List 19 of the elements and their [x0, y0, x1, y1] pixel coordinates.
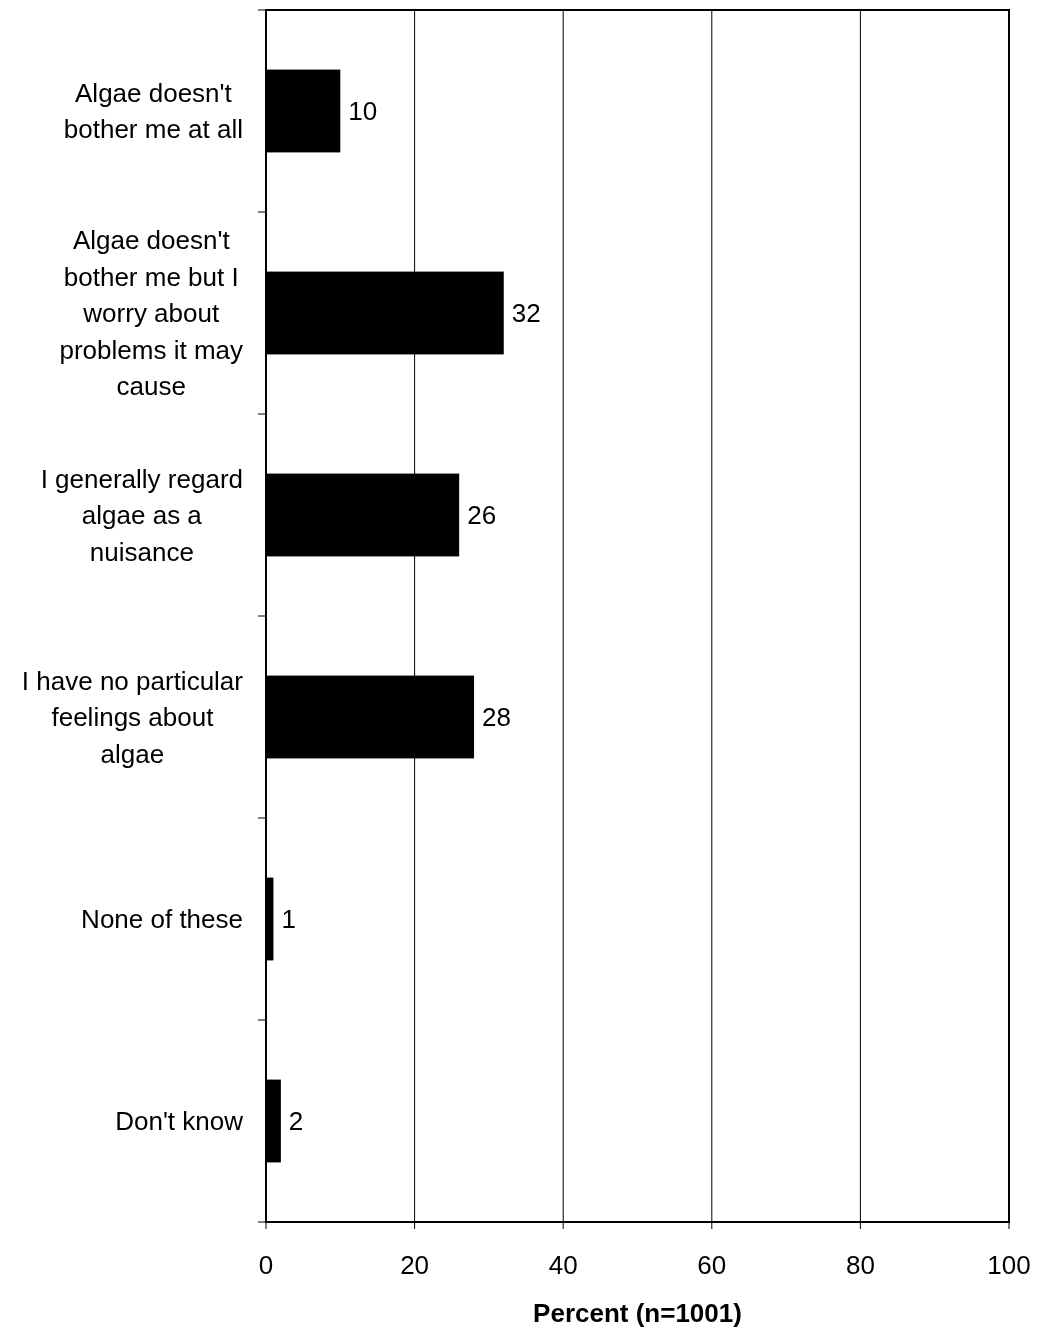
data-label: 1 [281, 904, 296, 935]
x-tick-label: 60 [697, 1250, 727, 1280]
data-label: 28 [482, 702, 511, 733]
data-label: 26 [467, 500, 497, 531]
y-tick-label: Don't know [115, 1106, 244, 1137]
x-tick-label: 0 [258, 1250, 274, 1280]
data-label: 32 [511, 298, 541, 329]
y-tick-label: Algae doesn't bother me at all [63, 77, 244, 145]
y-tick-label: None of these [81, 904, 243, 935]
x-tick-label: 20 [400, 1250, 430, 1280]
data-label: 10 [348, 96, 378, 127]
x-tick-label: 40 [548, 1250, 578, 1280]
y-tick-label: Algae doesn't bother me but I worry about problems it may cause [59, 225, 243, 402]
data-label: 2 [288, 1106, 304, 1137]
y-tick-label: I have no particular feelings about algae [21, 665, 244, 769]
x-tick-label: 80 [845, 1250, 875, 1280]
x-tick-label: 100 [987, 1250, 1031, 1280]
y-tick-label: I generally regard algae as a nuisance [40, 463, 243, 567]
x-axis-title: Percent (n=1001) [533, 1298, 742, 1328]
